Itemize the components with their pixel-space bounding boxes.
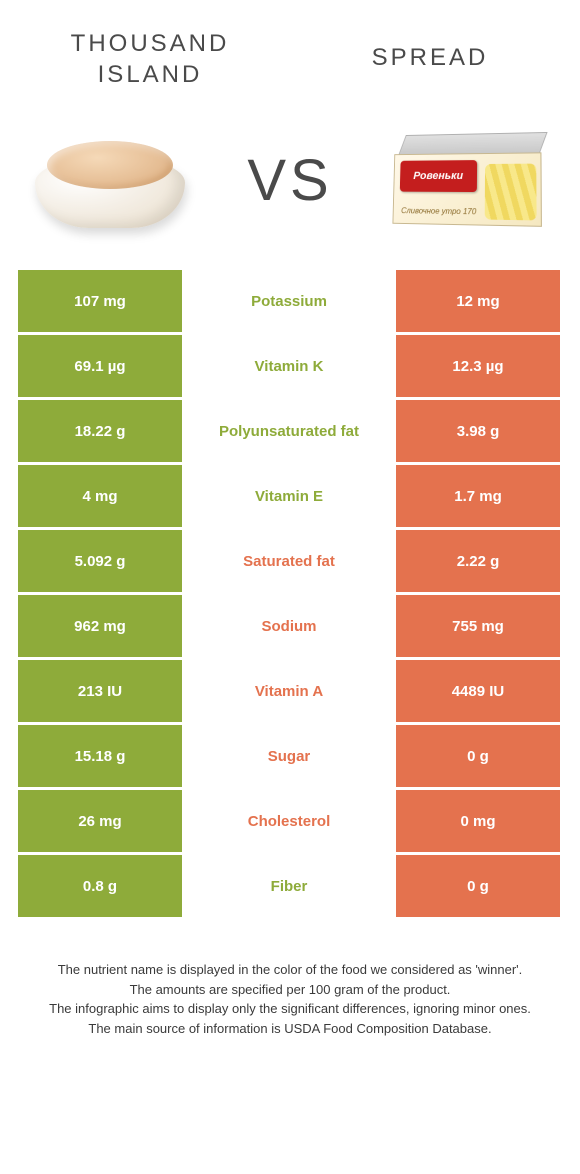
- right-value: 0 mg: [396, 790, 560, 852]
- header: THOUSAND ISLAND SPREAD: [0, 0, 580, 100]
- footer-line: The nutrient name is displayed in the co…: [30, 960, 550, 980]
- table-row: 15.18 gSugar0 g: [18, 725, 562, 787]
- nutrient-table: 107 mgPotassium12 mg69.1 µgVitamin K12.3…: [0, 270, 580, 917]
- table-row: 18.22 gPolyunsaturated fat3.98 g: [18, 400, 562, 462]
- table-row: 107 mgPotassium12 mg: [18, 270, 562, 332]
- table-row: 69.1 µgVitamin K12.3 µg: [18, 335, 562, 397]
- left-value: 0.8 g: [18, 855, 182, 917]
- right-value: 755 mg: [396, 595, 560, 657]
- right-value: 12 mg: [396, 270, 560, 332]
- right-value: 0 g: [396, 725, 560, 787]
- table-row: 5.092 gSaturated fat2.22 g: [18, 530, 562, 592]
- box-subtext: Сливочное утро 170: [401, 206, 476, 216]
- left-value: 107 mg: [18, 270, 182, 332]
- nutrient-label: Polyunsaturated fat: [185, 400, 393, 462]
- vs-label: VS: [247, 147, 332, 214]
- spread-box-icon: Ровеньки Сливочное утро 170: [392, 132, 552, 230]
- table-row: 213 IUVitamin A4489 IU: [18, 660, 562, 722]
- right-value: 2.22 g: [396, 530, 560, 592]
- right-value: 0 g: [396, 855, 560, 917]
- nutrient-label: Saturated fat: [185, 530, 393, 592]
- nutrient-label: Sodium: [185, 595, 393, 657]
- footer-line: The main source of information is USDA F…: [30, 1019, 550, 1039]
- box-brand: Ровеньки: [400, 160, 477, 192]
- left-value: 962 mg: [18, 595, 182, 657]
- nutrient-label: Vitamin E: [185, 465, 393, 527]
- table-row: 0.8 gFiber0 g: [18, 855, 562, 917]
- right-value: 1.7 mg: [396, 465, 560, 527]
- left-value: 26 mg: [18, 790, 182, 852]
- left-food-image: [30, 120, 190, 240]
- table-row: 962 mgSodium755 mg: [18, 595, 562, 657]
- nutrient-label: Vitamin K: [185, 335, 393, 397]
- nutrient-label: Sugar: [185, 725, 393, 787]
- left-value: 4 mg: [18, 465, 182, 527]
- nutrient-label: Vitamin A: [185, 660, 393, 722]
- vs-row: VS Ровеньки Сливочное утро 170: [0, 100, 580, 270]
- nutrient-label: Cholesterol: [185, 790, 393, 852]
- left-food-title: THOUSAND ISLAND: [50, 28, 250, 90]
- left-value: 5.092 g: [18, 530, 182, 592]
- left-value: 213 IU: [18, 660, 182, 722]
- left-value: 69.1 µg: [18, 335, 182, 397]
- right-food-image: Ровеньки Сливочное утро 170: [390, 120, 550, 240]
- left-value: 15.18 g: [18, 725, 182, 787]
- footer-notes: The nutrient name is displayed in the co…: [0, 920, 580, 1038]
- sauce-bowl-icon: [35, 133, 185, 228]
- nutrient-label: Potassium: [185, 270, 393, 332]
- nutrient-label: Fiber: [185, 855, 393, 917]
- left-value: 18.22 g: [18, 400, 182, 462]
- table-row: 26 mgCholesterol0 mg: [18, 790, 562, 852]
- right-value: 4489 IU: [396, 660, 560, 722]
- footer-line: The amounts are specified per 100 gram o…: [30, 980, 550, 1000]
- footer-line: The infographic aims to display only the…: [30, 999, 550, 1019]
- right-value: 3.98 g: [396, 400, 560, 462]
- right-food-title: SPREAD: [330, 28, 530, 90]
- table-row: 4 mgVitamin E1.7 mg: [18, 465, 562, 527]
- right-value: 12.3 µg: [396, 335, 560, 397]
